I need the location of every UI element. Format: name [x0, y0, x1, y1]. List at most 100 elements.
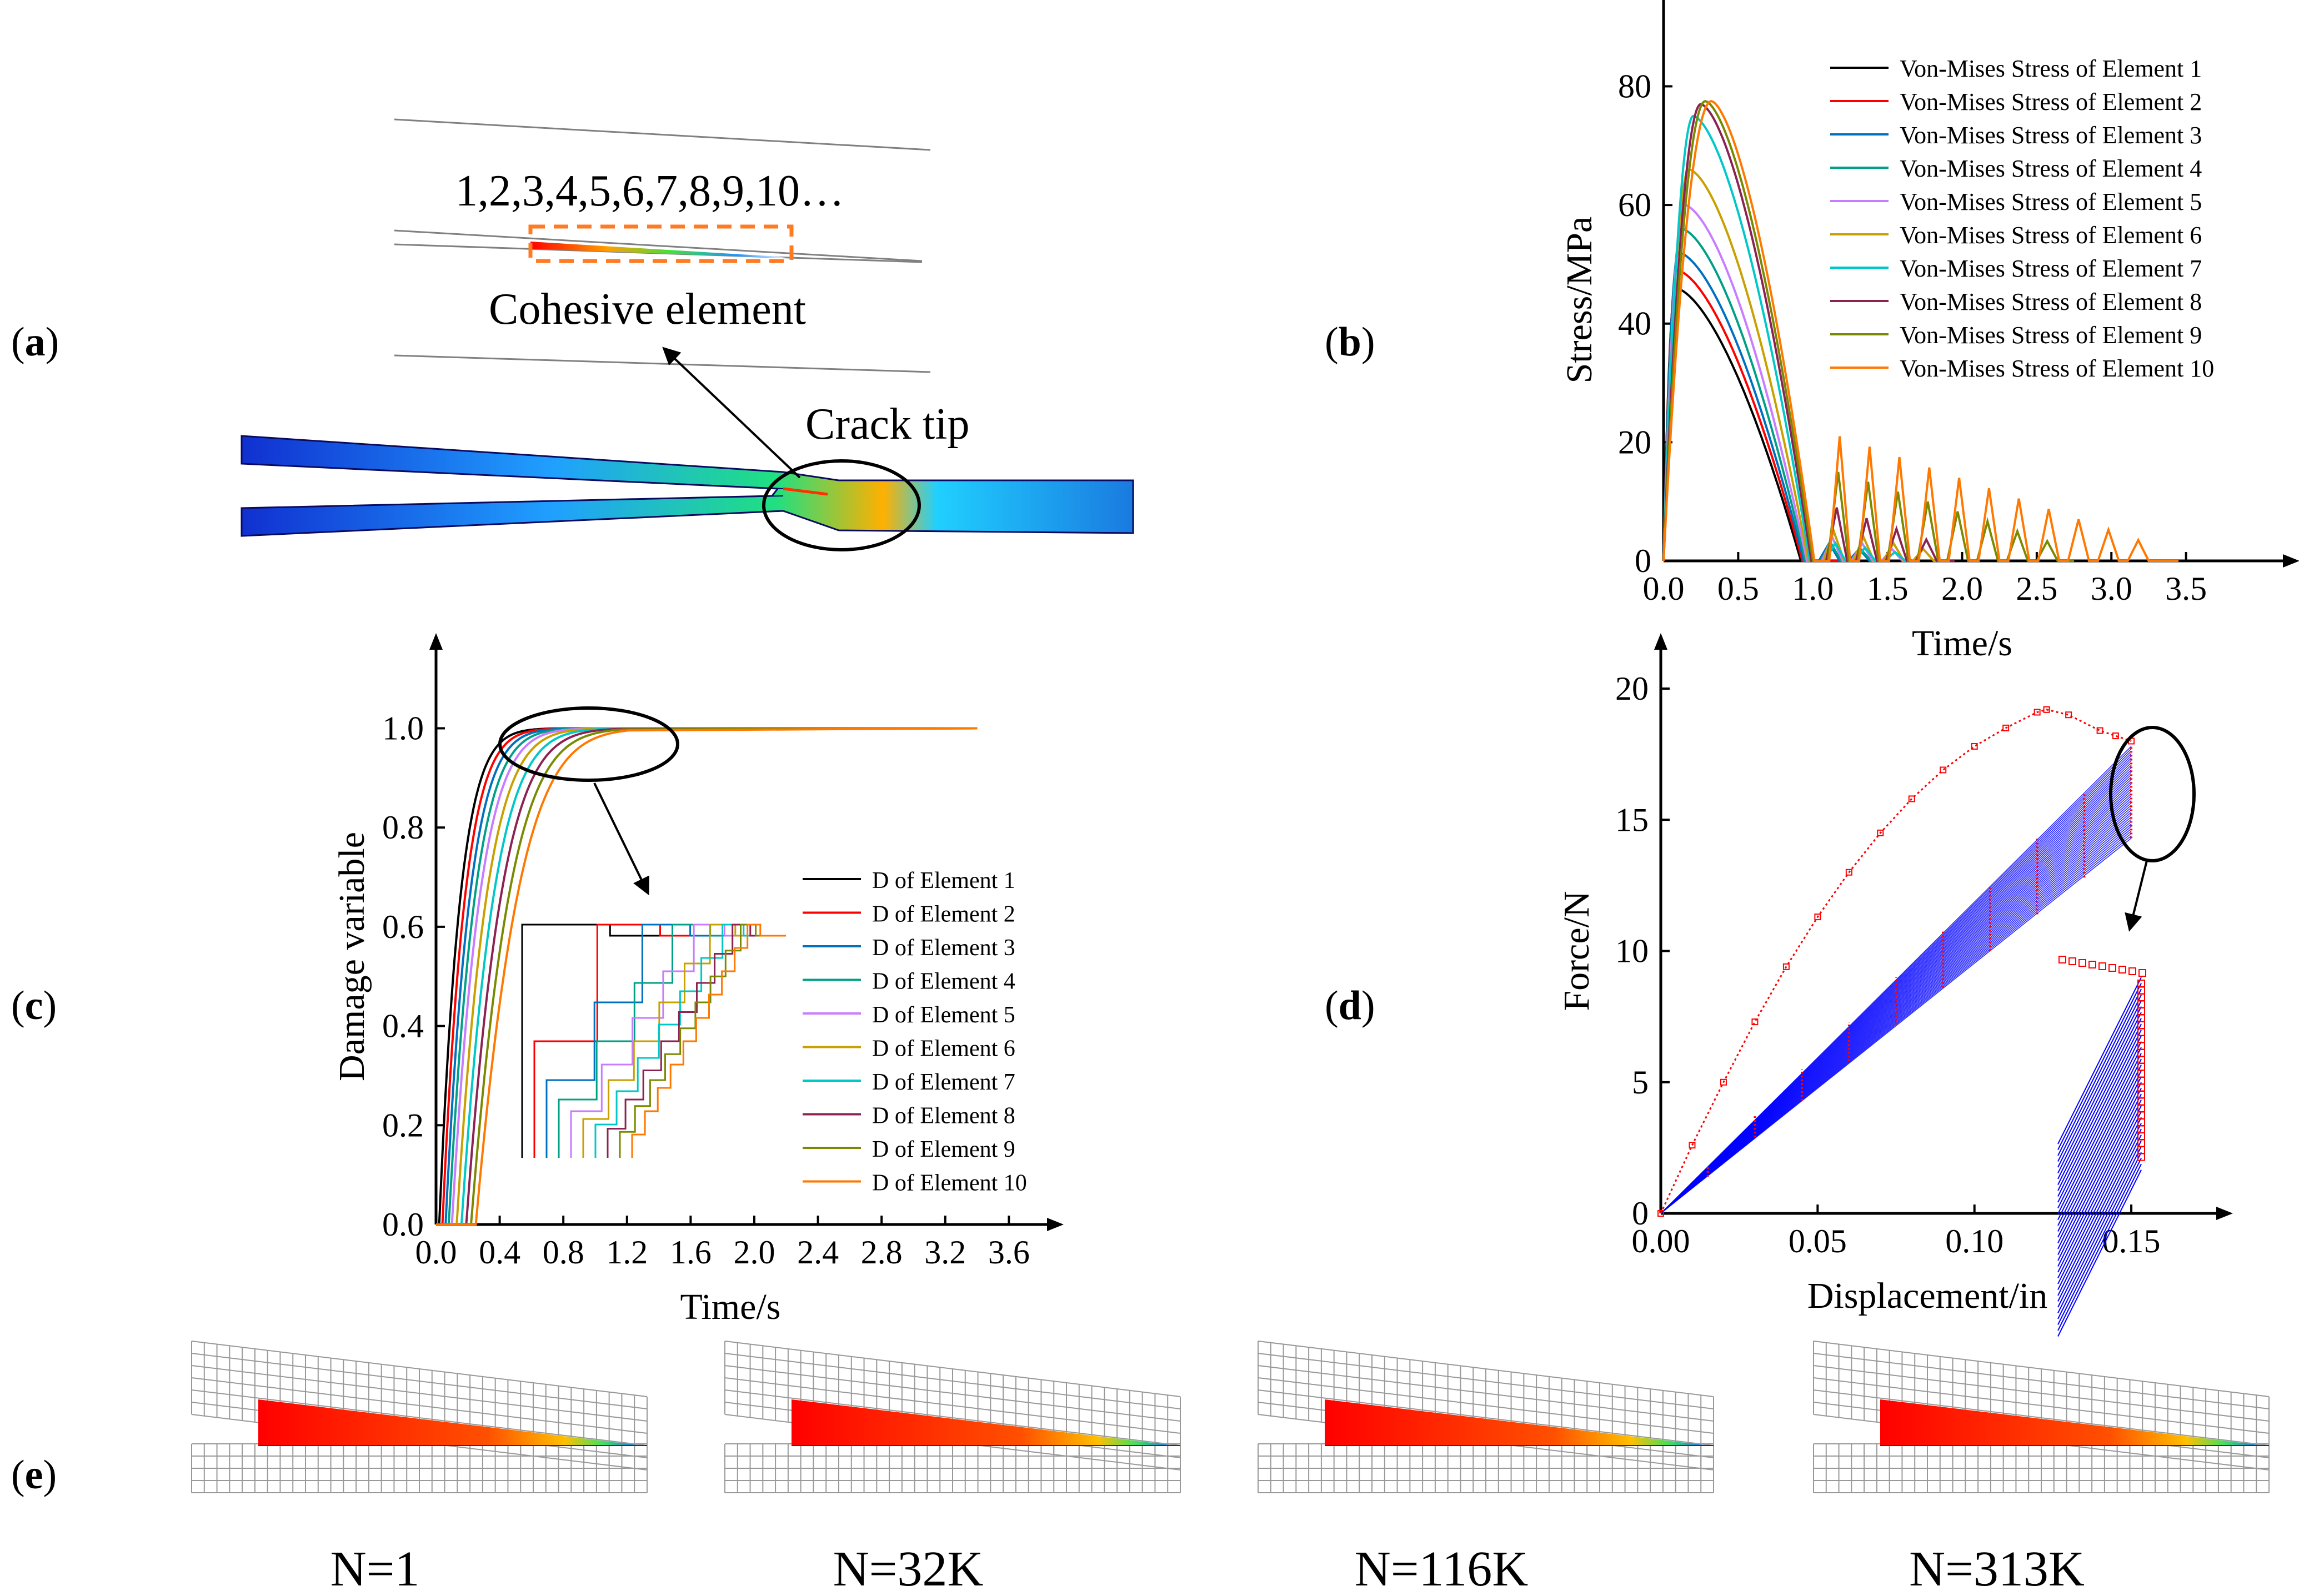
legend-entry: D of Element 8 — [872, 1103, 1015, 1129]
y-tick-label: 20 — [1618, 424, 1651, 460]
envelope-marker — [2096, 727, 2103, 734]
legend-entry: D of Element 6 — [872, 1036, 1015, 1062]
x-axis-title: Displacement/in — [1807, 1276, 2048, 1316]
x-tick-label: 2.8 — [861, 1234, 903, 1271]
x-tick-label: 0.15 — [2102, 1223, 2161, 1259]
x-tick-label: 3.5 — [2165, 570, 2207, 607]
x-tick-label: 3.6 — [988, 1234, 1030, 1271]
zoom-inset — [521, 924, 786, 1158]
inset-step-line-10 — [631, 924, 786, 1158]
x-tick-label: 1.0 — [1792, 570, 1834, 607]
panel-label-c: (c) — [11, 983, 57, 1028]
y-tick-label: 20 — [1615, 670, 1649, 707]
legend-entry: Von-Mises Stress of Element 3 — [1900, 122, 2202, 149]
envelope-marker — [1908, 795, 1915, 802]
inset-envelope-marker — [2058, 956, 2066, 963]
crack-tip-arrow — [662, 347, 801, 479]
crack-tip-hotspot — [783, 487, 828, 496]
y-tick-label: 0.6 — [382, 909, 424, 945]
stress-series-line-10 — [1662, 100, 2179, 562]
panel-label-d: (d) — [1325, 983, 1375, 1028]
y-tick-label: 5 — [1632, 1064, 1649, 1101]
inset-unload-line — [2057, 1000, 2142, 1168]
inset-unload-line — [2057, 1111, 2142, 1278]
legend-entry: D of Element 2 — [872, 902, 1015, 927]
inset-unload-line — [2057, 1093, 2142, 1261]
y-tick-label: 80 — [1618, 68, 1651, 104]
inset-unload-line — [2057, 1023, 2142, 1191]
x-axis-arrow — [2283, 554, 2299, 568]
inset-step-line-8 — [607, 924, 786, 1158]
y-tick-label: 0.4 — [382, 1008, 424, 1045]
inset-envelope-marker — [2108, 964, 2116, 972]
crack-tip-label: Crack tip — [805, 400, 969, 449]
inset-step-line-3 — [545, 924, 786, 1158]
envelope-marker — [1657, 1210, 1664, 1217]
inset-unload-line — [2057, 1041, 2142, 1208]
x-tick-label: 2.0 — [733, 1234, 775, 1271]
stress-series-line-8 — [1662, 103, 1955, 562]
beam-outline-mid-top — [394, 229, 923, 262]
y-tick-label: 0.2 — [382, 1107, 424, 1143]
panel-d: (d) 0.00 0.05 0.10 0.15 0 5 10 15 20 Displacement… — [1325, 633, 2233, 1337]
panel-label-b: (b) — [1325, 319, 1375, 365]
y-tick-label: 15 — [1615, 801, 1649, 838]
y-tick-label: 0.8 — [382, 809, 424, 846]
unload-line — [1660, 746, 2132, 1214]
x-tick-label: 2.5 — [2016, 570, 2057, 607]
x-tick-label: 1.5 — [1867, 570, 1909, 607]
panel-label-e: (e) — [11, 1452, 57, 1498]
damage-wedge — [1325, 1399, 1708, 1446]
x-tick-label: 2.4 — [797, 1234, 839, 1271]
inset-unload-line — [2057, 1076, 2142, 1243]
legend-entry: Von-Mises Stress of Element 8 — [1900, 288, 2202, 315]
zoom-ellipse — [2109, 726, 2196, 862]
lower-beam-mesh — [1813, 1443, 2270, 1493]
envelope-marker — [1971, 742, 1978, 750]
zoom-arrow — [593, 782, 649, 896]
envelope-marker — [1814, 914, 1821, 921]
inset-unload-line — [2057, 1135, 2142, 1302]
inset-step-line-2 — [533, 924, 786, 1158]
x-tick-label: 1.2 — [606, 1234, 648, 1271]
inset-unload-line — [2057, 1117, 2142, 1284]
stress-series-group — [1662, 100, 2179, 562]
snapshot-label: N=32K — [833, 1542, 984, 1596]
inset-unload-line — [2057, 1035, 2142, 1203]
inset-unload-line — [2057, 1163, 2142, 1331]
damage-series-line-8 — [436, 727, 978, 1226]
snapshot-label: N=116K — [1355, 1542, 1528, 1596]
envelope-marker — [2002, 724, 2010, 731]
inset-unload-line — [2057, 1006, 2142, 1173]
inset-unload-line — [2057, 1146, 2142, 1313]
legend-entry: Von-Mises Stress of Element 9 — [1900, 322, 2202, 349]
legend-entry: D of Element 4 — [872, 969, 1015, 995]
envelope-marker — [2065, 711, 2072, 719]
panel-c: (c) 0.0 0.4 0.8 1.2 1.6 2.0 2.4 2.8 3.2 3.6 0.0 0.2… — [11, 633, 1064, 1327]
legend-entry: Von-Mises Stress of Element 5 — [1900, 188, 2202, 215]
y-axis-arrow — [1654, 633, 1667, 650]
snapshot-4: N=313K — [1813, 1341, 2270, 1596]
legend-entry: Von-Mises Stress of Element 6 — [1900, 222, 2202, 249]
panel-label-a: (a) — [11, 319, 59, 365]
x-tick-label: 1.6 — [670, 1234, 712, 1271]
y-axis-arrow — [429, 633, 443, 650]
snapshot-label: N=1 — [330, 1542, 420, 1596]
inset-unload-line — [2057, 977, 2142, 1145]
inset-envelope-marker — [2098, 962, 2106, 970]
inset-envelope-marker — [2138, 969, 2146, 977]
inset-step-line-7 — [594, 924, 786, 1158]
inset-unload-line — [2057, 1047, 2142, 1214]
inset-unload-line — [2057, 988, 2142, 1156]
panel-b: (b) 0.0 0.5 1.0 1.5 2.0 2.5 3.0 3.5 0 20 40 60 80 Tim… — [1325, 0, 2299, 664]
x-tick-label: 0.0 — [415, 1234, 457, 1271]
envelope-marker — [1751, 1018, 1759, 1026]
envelope-marker — [2112, 732, 2119, 740]
inset-unload-line — [2057, 1100, 2142, 1267]
lower-beam-mesh — [191, 1443, 648, 1493]
legend-entry: D of Element 1 — [872, 868, 1015, 894]
y-axis-title: Stress/MPa — [1559, 217, 1600, 384]
snapshot-3: N=116K — [1258, 1341, 1714, 1596]
crack-tip-ellipse — [762, 459, 921, 551]
damage-wedge — [792, 1399, 1175, 1446]
